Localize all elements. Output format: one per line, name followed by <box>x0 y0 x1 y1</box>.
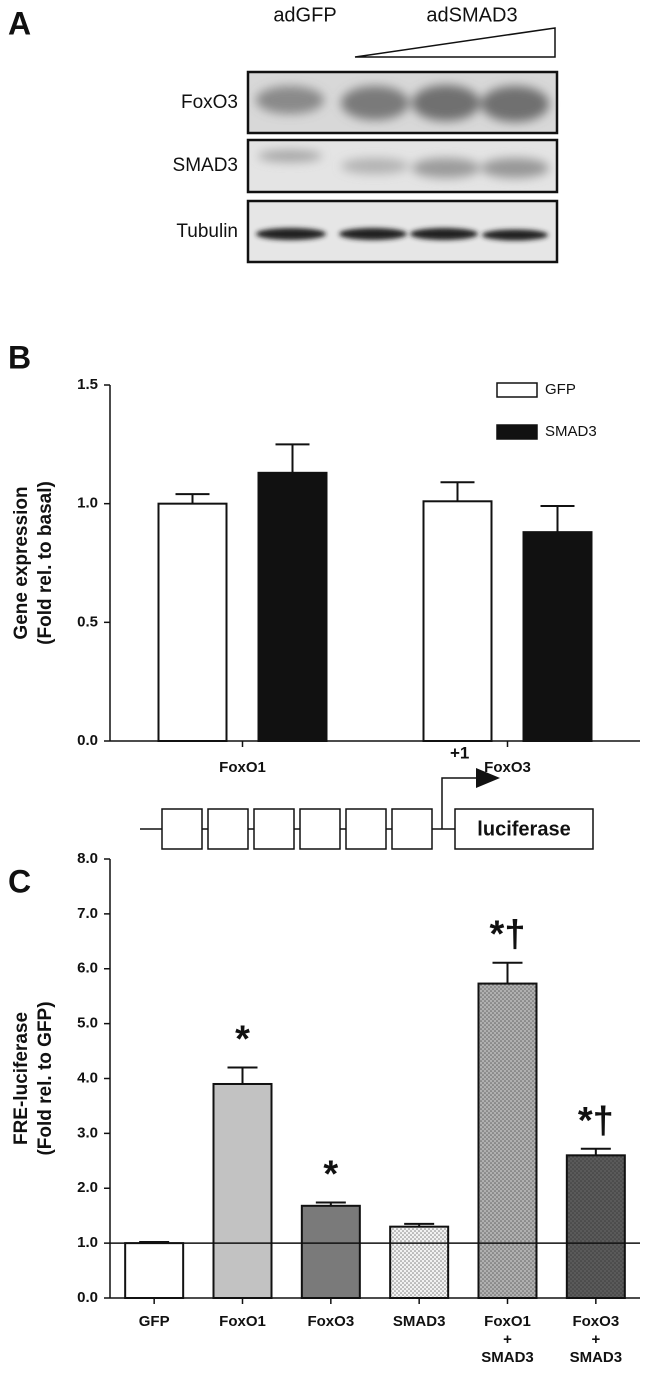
y-tick-label: 6.0 <box>77 960 98 977</box>
diagram-box <box>161 808 203 850</box>
blot-smad3 <box>246 138 559 194</box>
bar <box>422 500 493 742</box>
error-bar <box>540 505 575 533</box>
y-tick-label: 0.0 <box>77 732 98 749</box>
significance: *† <box>490 914 526 956</box>
significance: *† <box>578 1100 614 1142</box>
y-tick-label: 2.0 <box>77 1179 98 1196</box>
x-tick-label: SMAD3 <box>393 1313 446 1330</box>
x-tick-label: FoxO1 <box>484 1313 531 1330</box>
y-tick-label: 0.0 <box>77 1289 98 1306</box>
bar <box>212 1082 273 1300</box>
error-bar <box>175 493 210 504</box>
bar <box>124 1242 185 1299</box>
y-tick-label: 3.0 <box>77 1124 98 1141</box>
error-bar <box>492 961 523 984</box>
x-tick-label: SMAD3 <box>481 1349 534 1366</box>
y-axis-label: FRE-luciferase <box>11 1012 32 1145</box>
blot-label: SMAD3 <box>173 155 238 176</box>
bar <box>257 471 328 742</box>
reporter-label: luciferase <box>477 818 570 840</box>
y-tick-label: 4.0 <box>77 1069 98 1086</box>
error-bar <box>440 481 475 502</box>
blot-foxo3 <box>246 70 559 135</box>
legend-label: SMAD3 <box>545 423 597 440</box>
dose-triangle <box>354 27 556 58</box>
bar <box>522 531 593 742</box>
bar <box>389 1225 450 1299</box>
y-axis-label: (Fold rel. to GFP) <box>35 1001 56 1155</box>
diagram-box <box>391 808 433 850</box>
tss-label: +1 <box>450 743 469 762</box>
y-tick-label: 8.0 <box>77 850 98 867</box>
x-tick-label: FoxO3 <box>572 1313 619 1330</box>
error-bar <box>275 443 310 473</box>
diagram-box <box>253 808 295 850</box>
y-axis-label: Gene expression <box>11 486 32 639</box>
diagram-box <box>207 808 249 850</box>
x-tick-label: FoxO3 <box>307 1313 354 1330</box>
error-bar <box>227 1066 258 1084</box>
x-tick-label: + <box>503 1331 512 1348</box>
bar <box>157 502 228 742</box>
x-tick-label: + <box>591 1331 600 1348</box>
blot-tubulin <box>246 199 559 264</box>
diagram-box <box>345 808 387 850</box>
diagram-box <box>299 808 341 850</box>
x-tick-label: SMAD3 <box>570 1349 623 1366</box>
blot-label: FoxO3 <box>181 92 238 113</box>
bar <box>300 1204 361 1300</box>
x-tick-label: GFP <box>139 1313 170 1330</box>
reporter-box <box>454 808 594 850</box>
x-tick-label: FoxO3 <box>484 759 531 776</box>
lane-label: adSMAD3 <box>426 4 517 26</box>
panel-label: B <box>8 339 31 375</box>
y-tick-label: 1.0 <box>77 495 98 512</box>
x-tick-label: FoxO1 <box>219 759 266 776</box>
legend-swatch <box>496 424 538 440</box>
panel-label: C <box>8 863 31 899</box>
error-bar <box>580 1147 611 1156</box>
blot-label: Tubulin <box>176 221 238 242</box>
x-tick-label: FoxO1 <box>219 1313 266 1330</box>
tss-arrow <box>441 777 478 829</box>
legend-label: GFP <box>545 381 576 398</box>
y-tick-label: 7.0 <box>77 905 98 922</box>
panel-label: A <box>8 5 31 41</box>
y-tick-label: 1.5 <box>77 376 98 393</box>
significance: * <box>323 1154 338 1196</box>
tss-arrowhead <box>476 768 500 788</box>
y-tick-label: 1.0 <box>77 1234 98 1251</box>
y-axis-label: (Fold rel. to basal) <box>35 481 56 645</box>
legend-swatch <box>496 382 538 398</box>
lane-label: adGFP <box>273 4 336 26</box>
bar <box>477 982 538 1299</box>
bar <box>565 1154 626 1299</box>
significance: * <box>235 1019 250 1061</box>
y-tick-label: 0.5 <box>77 613 98 630</box>
y-tick-label: 5.0 <box>77 1015 98 1032</box>
